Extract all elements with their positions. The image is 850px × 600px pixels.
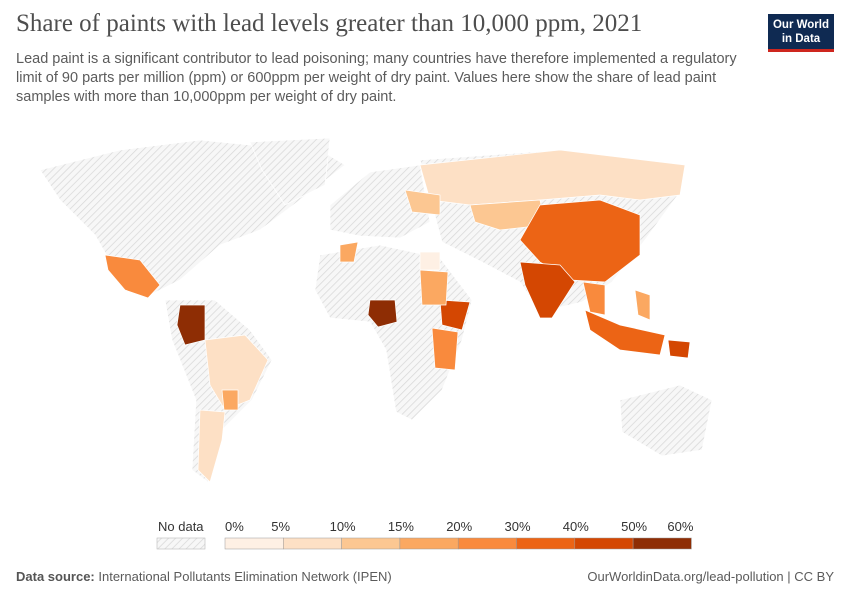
legend-bar [156,537,692,550]
legend-tick-label: 40% [562,519,589,534]
data-source: Data source: International Pollutants El… [16,569,392,584]
owid-logo[interactable]: Our World in Data [768,14,834,52]
logo-line1: Our World [772,19,829,31]
landmass-australia[interactable] [619,384,713,457]
landmass-greenland[interactable] [249,137,331,206]
country-colombia[interactable] [176,304,206,346]
country-kazakhstan[interactable] [469,199,546,231]
country-argentina[interactable] [197,409,226,483]
country-paraguay[interactable] [221,389,239,411]
legend-tick-label: 15% [387,519,414,534]
landmass-europe[interactable] [329,164,431,239]
legend-bin[interactable] [457,537,517,550]
legend-bin[interactable] [399,537,459,550]
chart-subtitle: Lead paint is a significant contributor … [16,51,737,105]
country-indonesia[interactable] [584,309,666,356]
legend-no-data-swatch [156,537,206,550]
country-philippines[interactable] [634,289,651,321]
legend-tick-label: 20% [446,519,473,534]
legend-tick-label: 50% [621,519,648,534]
legend-bin[interactable] [632,537,692,550]
legend-tick-label: 60% [667,519,694,534]
country-nigeria[interactable] [367,299,398,328]
legend-bin[interactable] [283,537,342,550]
legend-tick-label: 5% [271,519,291,534]
chart-title: Share of paints with lead levels greater… [16,10,643,37]
country-china[interactable] [519,199,641,283]
country-ethiopia[interactable] [439,299,471,331]
legend-no-data-label: No data [158,519,204,534]
source-text: International Pollutants Elimination Net… [98,569,392,584]
logo-line2: in Data [781,33,821,45]
legend-tick-label: 10% [329,519,356,534]
legend-bin[interactable] [224,537,284,550]
legend-tick-label: 0% [225,519,244,534]
country-sudan[interactable] [419,269,449,306]
country-ukraine-belarus[interactable] [404,189,441,216]
country-papua-new-guinea[interactable] [667,339,691,359]
country-russia[interactable] [419,149,686,206]
legend-tick-label: 30% [504,519,531,534]
legend-bin[interactable] [341,537,401,550]
country-mexico[interactable] [104,254,161,299]
source-link[interactable]: OurWorldinData.org/lead-pollution | CC B… [587,569,834,584]
country-brazil[interactable] [204,334,269,411]
world-map[interactable] [0,130,850,500]
country-egypt[interactable] [419,251,441,271]
legend-bin[interactable] [574,537,634,550]
country-india[interactable] [519,261,576,319]
country-thailand-vietnam[interactable] [582,281,606,316]
legend-bin[interactable] [516,537,576,550]
country-kenya-tanzania[interactable] [431,327,459,371]
source-label: Data source: [16,569,95,584]
country-morocco[interactable] [339,241,359,263]
